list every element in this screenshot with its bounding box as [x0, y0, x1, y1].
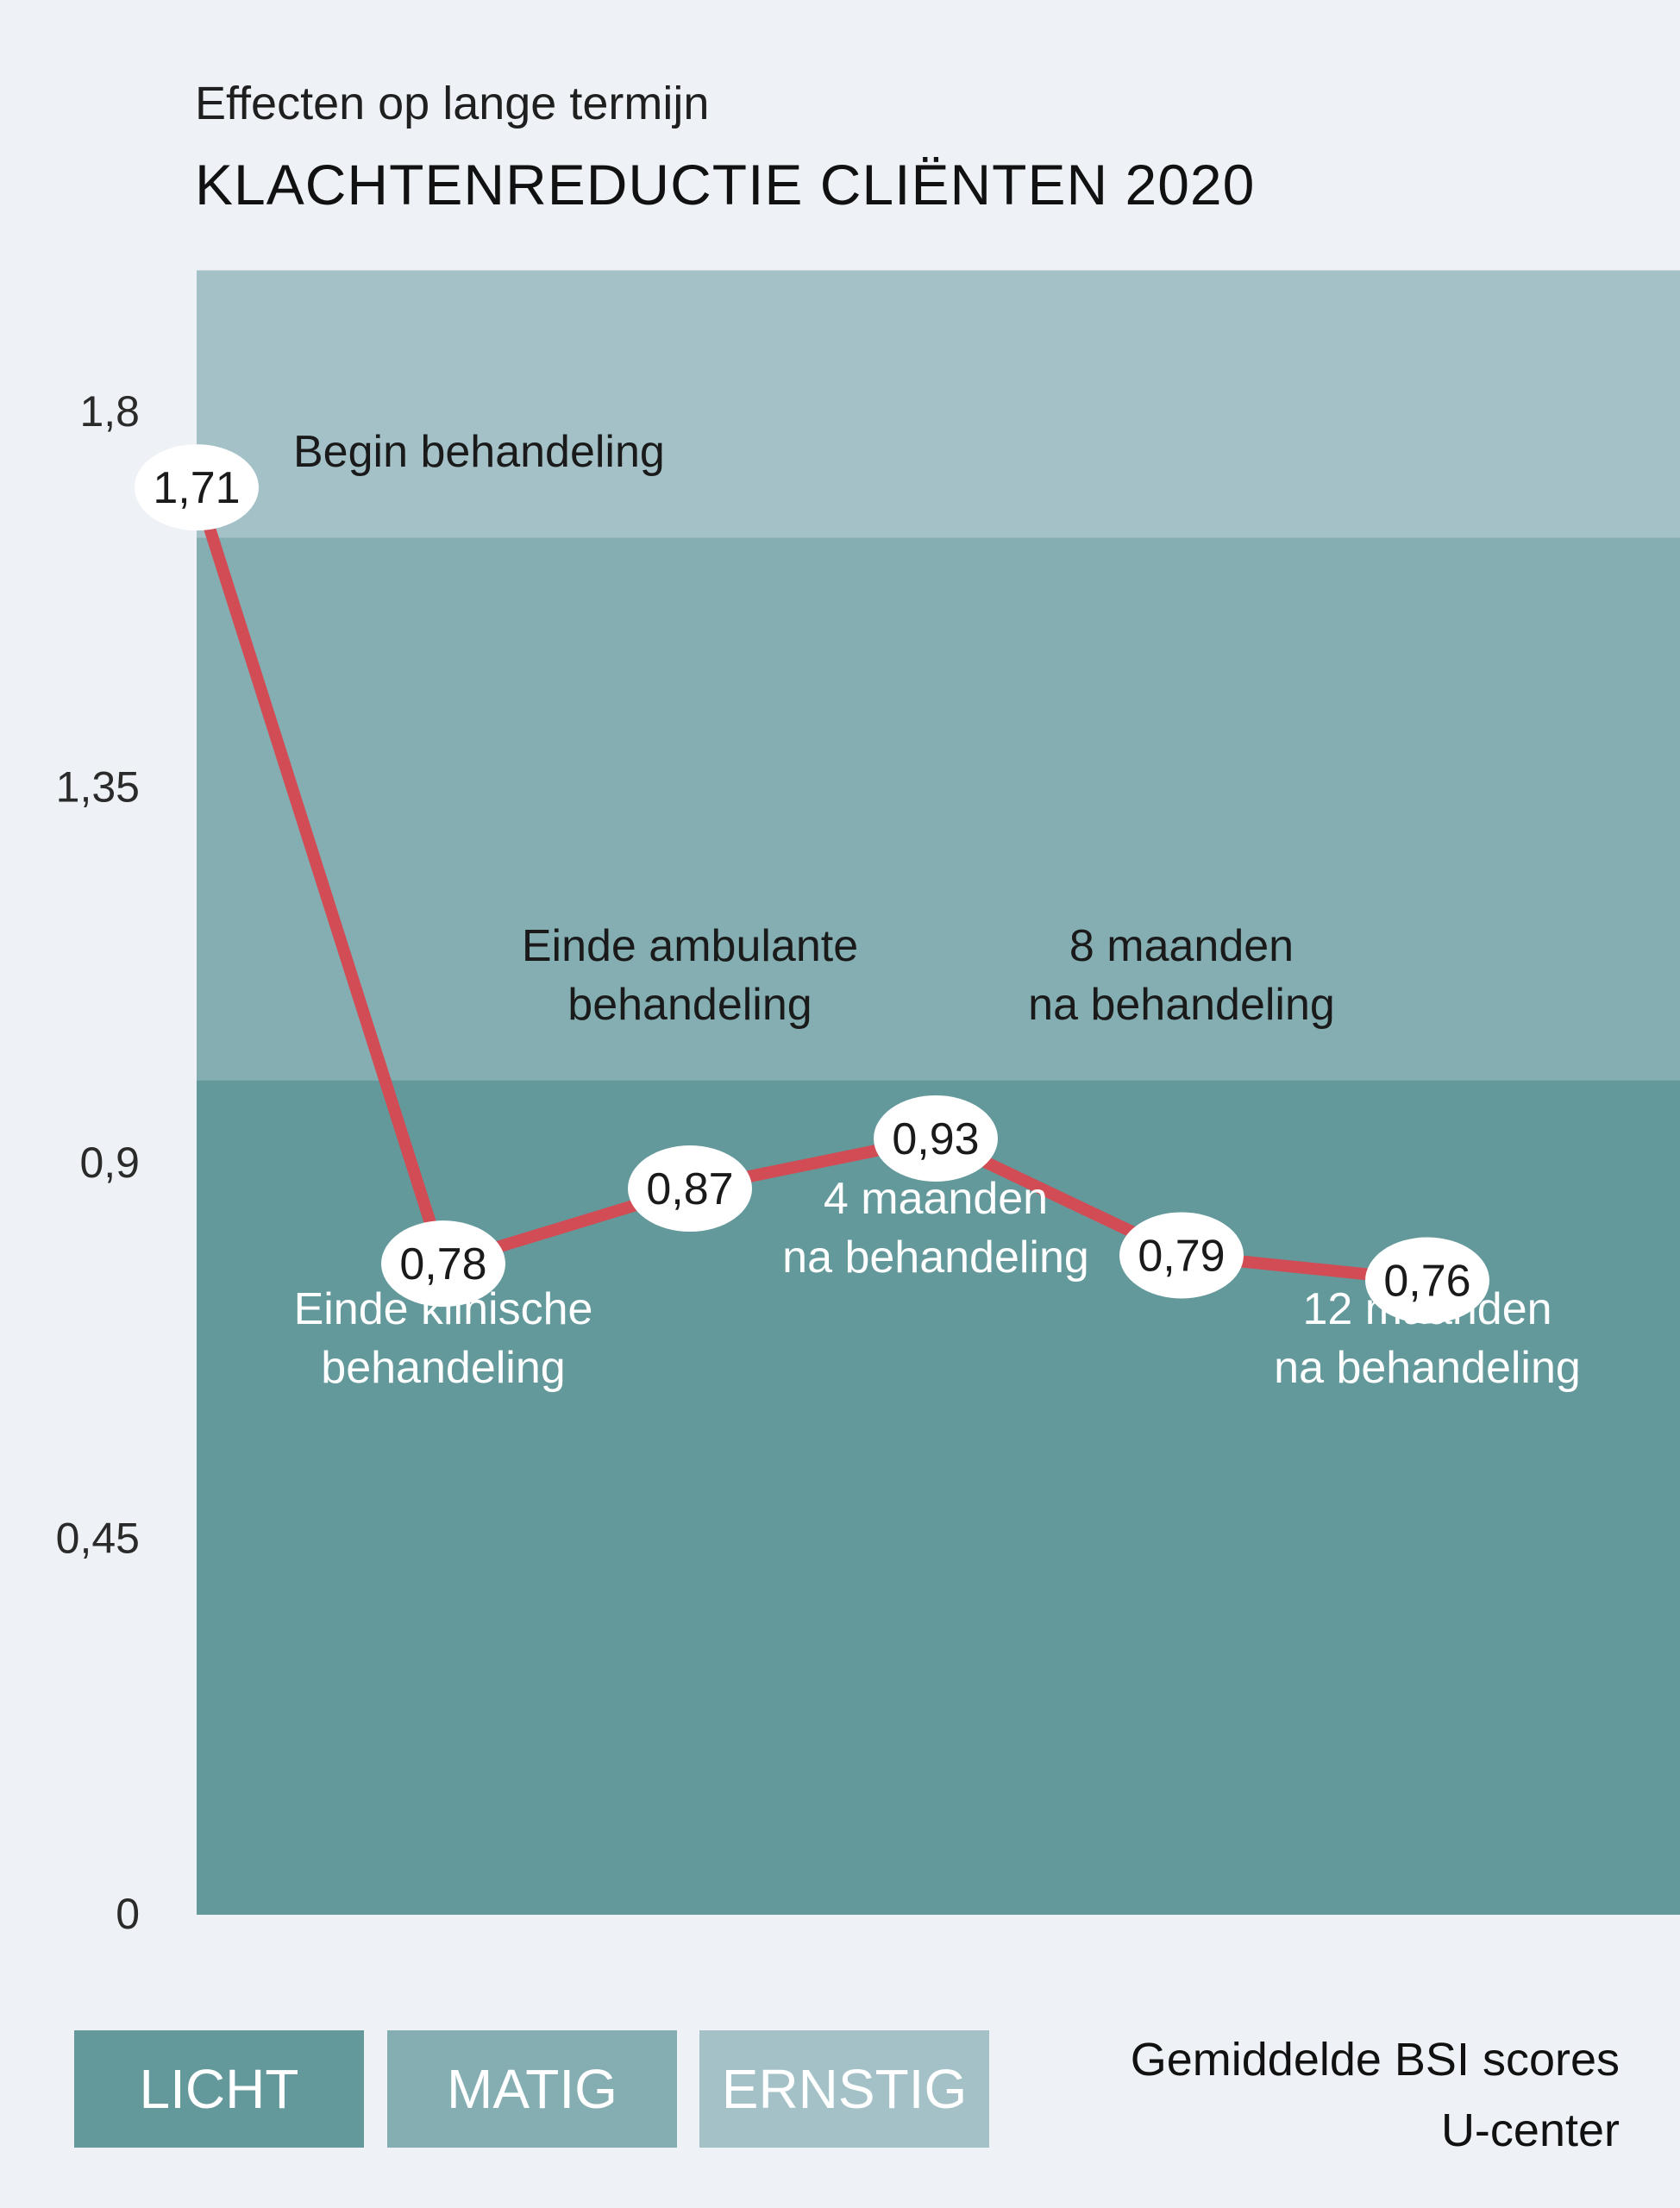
- data-label: 0,79: [1138, 1231, 1225, 1281]
- source-note-line1: Gemiddelde BSI scores: [1130, 2034, 1620, 2086]
- point-annotation: behandeling: [567, 980, 812, 1030]
- y-tick-label: 1,35: [56, 763, 140, 812]
- legend-item-matig: MATIG: [387, 2030, 677, 2148]
- point-annotation: 4 maanden: [824, 1174, 1048, 1224]
- point-annotation: na behandeling: [782, 1233, 1089, 1283]
- chart-title: KLACHTENREDUCTIE CLIËNTEN 2020: [195, 153, 1256, 216]
- band-matig: [197, 537, 1680, 1081]
- source-note-line2: U-center: [1440, 2104, 1620, 2156]
- data-label: 0,78: [399, 1239, 486, 1289]
- y-tick-label: 0,45: [56, 1515, 140, 1563]
- data-label: 1,71: [153, 463, 240, 513]
- data-label: 0,93: [892, 1114, 979, 1164]
- band-ernstig: [197, 270, 1680, 538]
- point-annotation: behandeling: [321, 1343, 565, 1393]
- data-point-badge: [1365, 1237, 1489, 1324]
- data-label: 0,87: [646, 1164, 733, 1214]
- y-tick-label: 0,9: [79, 1138, 140, 1187]
- data-point-badge: [1119, 1212, 1244, 1299]
- data-label: 0,76: [1383, 1256, 1470, 1306]
- data-point-badge: [628, 1145, 752, 1233]
- data-point-badge: [135, 444, 259, 531]
- band-licht: [197, 1080, 1680, 1915]
- point-annotation: 8 maanden: [1069, 921, 1294, 971]
- data-point-badge: [874, 1095, 998, 1182]
- y-tick-label: 1,8: [79, 387, 140, 436]
- point-annotation: Einde ambulante: [522, 921, 858, 971]
- y-tick-label: 0: [116, 1890, 140, 1938]
- point-annotation: na behandeling: [1028, 980, 1335, 1030]
- point-annotation: na behandeling: [1274, 1343, 1581, 1393]
- data-point-badge: [381, 1220, 505, 1308]
- chart-subtitle: Effecten op lange termijn: [195, 78, 710, 129]
- legend-item-licht: LICHT: [74, 2030, 364, 2148]
- point-annotation: Begin behandeling: [293, 427, 665, 477]
- legend-item-ernstig: ERNSTIG: [699, 2030, 989, 2148]
